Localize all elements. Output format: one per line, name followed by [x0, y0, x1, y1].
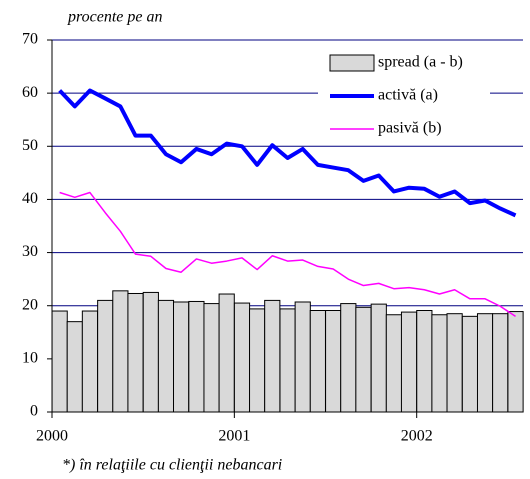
legend-label: activă (a)	[378, 87, 438, 104]
bar	[81, 310, 99, 413]
legend-label: pasivă (b)	[378, 120, 442, 137]
bar	[66, 321, 83, 413]
bar	[476, 313, 494, 413]
y-tick-label: 10	[22, 350, 38, 367]
bar	[173, 301, 190, 413]
x-tick-label: 2001	[218, 428, 250, 445]
legend-swatch	[329, 54, 375, 72]
bar	[340, 303, 357, 413]
chart-title: procente pe an	[67, 9, 162, 26]
bar	[51, 310, 68, 413]
bar	[294, 301, 311, 413]
bar	[416, 309, 433, 413]
x-tick-label: 2000	[36, 428, 68, 445]
y-tick-label: 60	[22, 84, 38, 101]
bar	[157, 299, 175, 413]
y-tick-label: 20	[22, 296, 38, 313]
bar	[370, 303, 387, 413]
bar	[112, 290, 129, 413]
y-tick-label: 40	[22, 190, 38, 207]
bar	[507, 311, 524, 413]
bar	[279, 308, 296, 413]
bar	[355, 306, 372, 413]
bar	[97, 299, 114, 413]
bar	[233, 302, 251, 413]
line	[59, 191, 516, 317]
bar	[127, 292, 144, 413]
bar	[461, 315, 479, 413]
bar	[218, 293, 235, 413]
bar	[309, 309, 326, 413]
bar	[203, 303, 220, 413]
legend-label: spread (a - b)	[378, 54, 463, 71]
bar	[446, 313, 463, 413]
bar	[385, 314, 402, 413]
bar	[431, 314, 448, 413]
y-tick-label: 50	[22, 137, 38, 154]
y-tick-label: 0	[30, 403, 38, 420]
bar	[400, 311, 418, 413]
line	[58, 88, 517, 218]
y-tick-label: 30	[22, 243, 38, 260]
x-tick-label: 2002	[401, 428, 433, 445]
bar	[142, 291, 159, 413]
y-tick-label: 70	[22, 31, 38, 48]
bar	[264, 299, 281, 413]
bar	[325, 309, 342, 413]
bar	[188, 300, 205, 413]
bar	[492, 313, 509, 413]
bar	[249, 308, 266, 413]
footnote: *) în relaţiile cu clienţii nebancari	[62, 457, 282, 474]
